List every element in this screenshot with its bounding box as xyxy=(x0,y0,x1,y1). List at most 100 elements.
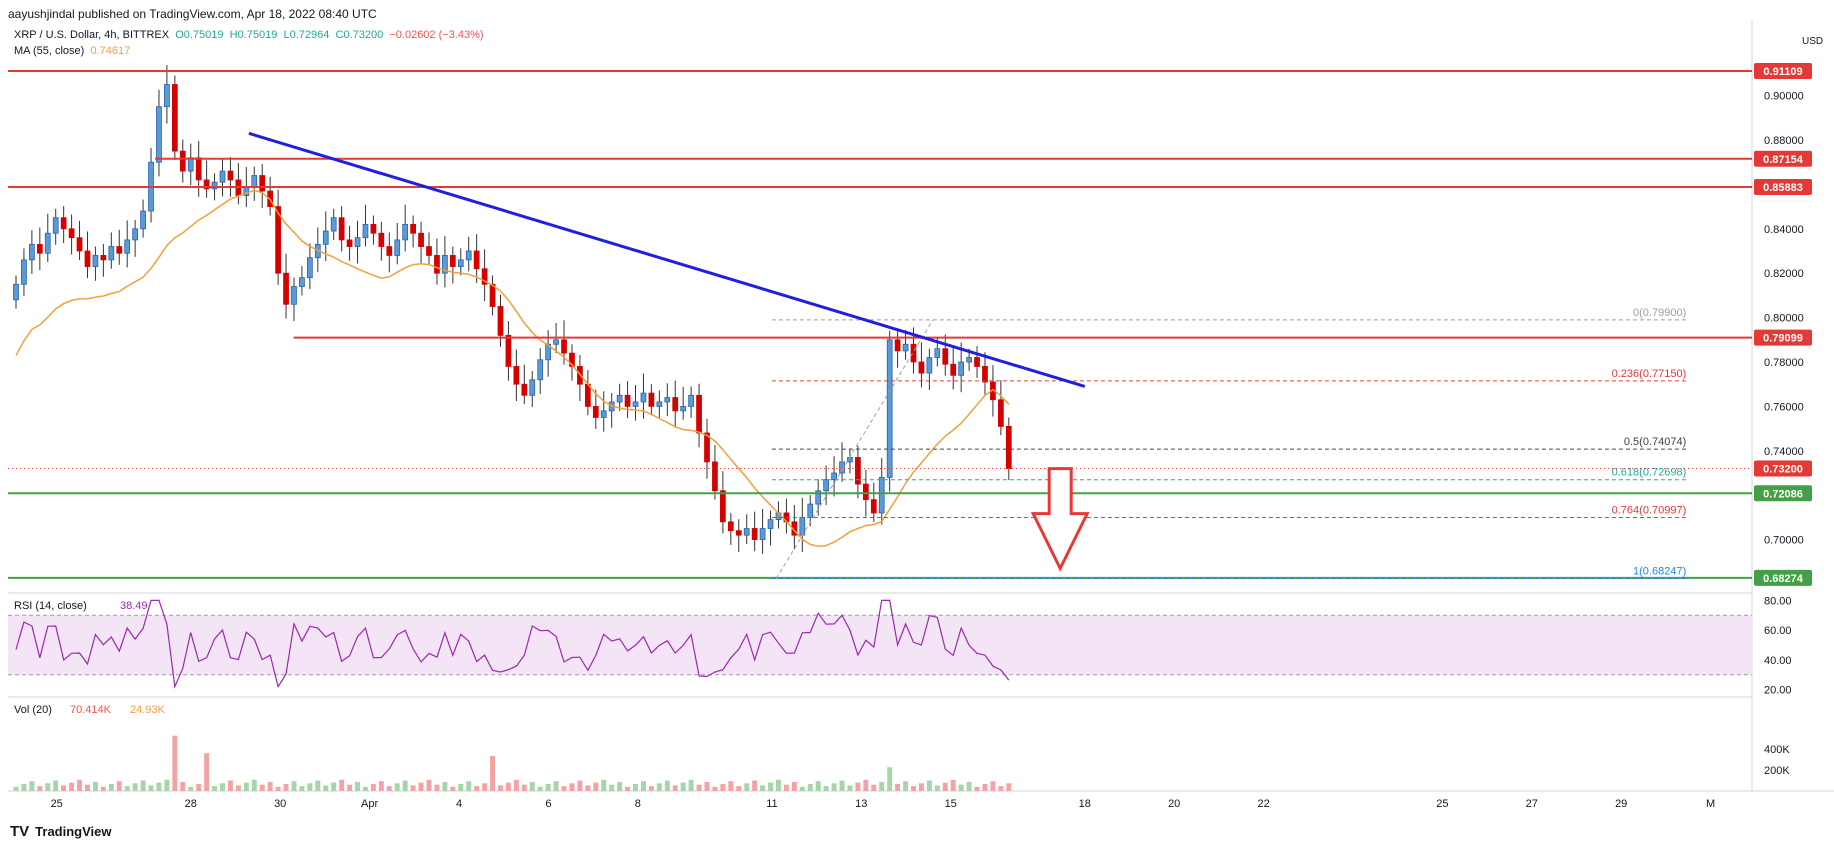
volume-bar xyxy=(363,786,368,791)
y-tick-label: 0.80000 xyxy=(1764,313,1804,325)
candle-body xyxy=(561,339,567,354)
candle-body xyxy=(362,223,369,239)
candle-body xyxy=(418,232,424,247)
volume-bar xyxy=(148,785,154,791)
x-tick-label: 25 xyxy=(1436,798,1448,810)
candle-body xyxy=(156,106,162,163)
currency-label: USD xyxy=(1802,36,1823,47)
volume-bar xyxy=(434,784,440,791)
volume-bar xyxy=(315,780,321,791)
candle-body xyxy=(537,359,544,381)
volume-bar xyxy=(251,779,257,791)
x-tick-label: 6 xyxy=(545,798,551,810)
x-tick-label: 28 xyxy=(185,798,197,810)
volume-bar xyxy=(196,784,202,791)
ma-value: 0.74617 xyxy=(90,45,131,57)
candle-body xyxy=(799,517,806,536)
candle-body xyxy=(140,210,146,230)
candle-body xyxy=(36,243,43,254)
brand-name: TradingView xyxy=(35,824,112,839)
volume-bar xyxy=(513,779,519,791)
candle-body xyxy=(275,206,281,274)
volume-bar xyxy=(505,782,511,791)
level-badge xyxy=(1754,178,1812,195)
down-arrow-annotation xyxy=(1030,467,1090,572)
fib-diagonal xyxy=(775,319,934,579)
volume-bar xyxy=(466,781,472,791)
rsi-tick-label: 60.00 xyxy=(1764,625,1792,637)
volume-bar xyxy=(180,781,186,791)
candle-body xyxy=(521,383,528,396)
volume-bar xyxy=(323,785,329,791)
candle-body xyxy=(624,394,631,407)
level-badge xyxy=(1754,485,1812,502)
volume-bar xyxy=(768,782,773,791)
volume-bar xyxy=(609,784,615,791)
last-price-label: 0.73200 xyxy=(1763,464,1803,476)
x-tick-label: 20 xyxy=(1168,798,1180,810)
volume-bar xyxy=(958,784,964,791)
volume-bar xyxy=(950,779,956,791)
candle-body xyxy=(918,361,925,374)
candle-body xyxy=(497,306,504,336)
volume-bar xyxy=(839,780,845,791)
candle-body xyxy=(831,472,837,481)
volume-bar xyxy=(402,780,408,791)
candle-body xyxy=(505,334,512,367)
candle-body xyxy=(950,363,957,376)
volume-bar xyxy=(458,784,464,791)
volume-bar xyxy=(561,786,567,791)
candle-body xyxy=(378,232,385,247)
candle-body xyxy=(894,339,901,352)
candle-body xyxy=(386,246,393,256)
candle-body xyxy=(648,392,655,407)
candle-body xyxy=(291,286,297,305)
rsi-tick-label: 80.00 xyxy=(1764,595,1792,607)
volume-bar xyxy=(577,780,583,791)
low-value: L0.72964 xyxy=(283,29,330,41)
volume-bar xyxy=(212,786,218,791)
candle-body xyxy=(751,528,758,541)
candle-body xyxy=(553,339,559,345)
candle-body xyxy=(720,490,726,523)
volume-bar xyxy=(29,781,35,791)
volume-bar xyxy=(585,785,591,791)
fib-level-label: 0(0.79900) xyxy=(1633,307,1686,319)
candle-body xyxy=(807,503,814,518)
candle-body xyxy=(767,519,774,529)
candle-body xyxy=(449,255,456,267)
volume-bar xyxy=(188,786,194,791)
volume-bar xyxy=(267,781,273,791)
candle-body xyxy=(346,239,353,247)
level-badge-label: 0.91109 xyxy=(1763,66,1802,78)
volume-bar xyxy=(426,779,432,791)
volume-bar xyxy=(855,782,861,791)
tradingview-logo[interactable]: TV TradingView xyxy=(10,823,112,840)
volume-bar xyxy=(235,785,241,791)
high-value: H0.75019 xyxy=(229,29,278,41)
candle-body xyxy=(743,528,750,536)
volume-bar xyxy=(664,780,670,791)
volume-bar xyxy=(942,782,948,791)
rsi-band xyxy=(8,615,1752,675)
candle-body xyxy=(839,461,845,474)
candle-body xyxy=(910,343,917,363)
fib-level-label: 0.764(0.70997) xyxy=(1612,504,1687,516)
volume-bar xyxy=(744,783,750,791)
candle-body xyxy=(998,399,1004,427)
candle-body xyxy=(251,175,258,188)
last-price-badge xyxy=(1754,460,1812,477)
volume-bar xyxy=(871,784,877,791)
volume-bar xyxy=(498,785,503,791)
candle-body xyxy=(354,237,361,247)
candle-body xyxy=(672,397,679,412)
candle-body xyxy=(704,432,710,463)
rsi-line xyxy=(15,599,1010,689)
x-tick-label: 27 xyxy=(1526,798,1538,810)
volume-bar xyxy=(164,779,170,791)
volume-bar xyxy=(140,780,146,791)
candle-body xyxy=(640,392,647,403)
level-badge xyxy=(1754,62,1812,79)
volume-bar xyxy=(593,782,599,791)
